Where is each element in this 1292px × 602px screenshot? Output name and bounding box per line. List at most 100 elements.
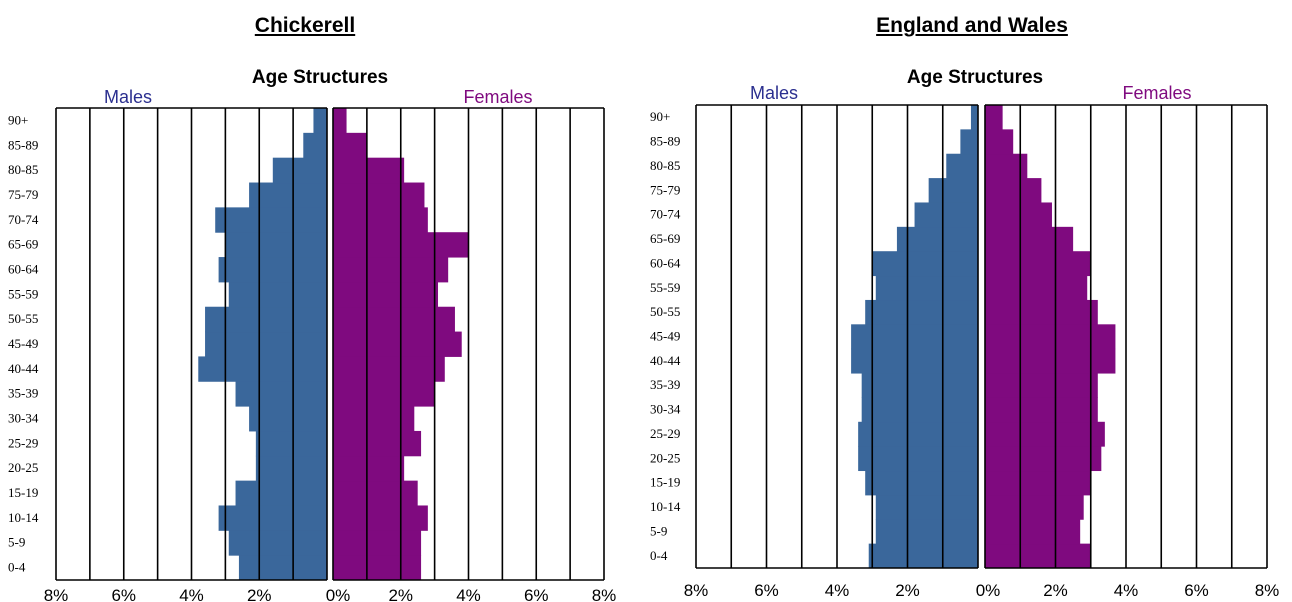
bar-male-45-49	[205, 331, 327, 357]
bar-male-85-89	[303, 132, 327, 159]
bar-male-80-85	[946, 153, 978, 179]
bar-male-65-69	[896, 226, 978, 252]
bars-group	[198, 108, 469, 581]
bar-male-30-34	[861, 397, 978, 423]
bar-female-60-64	[985, 251, 1091, 277]
bar-male-75-79	[928, 178, 978, 203]
y-tick-label: 40-44	[8, 361, 39, 376]
age-pyramid-chart: Age Structures Males Females 0-4 5-9 10-14 15-…	[650, 67, 1279, 600]
bar-male-75-79	[249, 182, 327, 208]
y-tick-label: 40-44	[650, 353, 681, 368]
bar-female-5-9	[333, 530, 422, 556]
x-tick-label: 4%	[1114, 581, 1139, 600]
y-tick-label: 80-85	[8, 162, 38, 177]
legend-males: Males	[750, 83, 798, 103]
bar-male-20-25	[255, 455, 327, 482]
bar-female-75-79	[985, 178, 1042, 203]
bar-male-55-59	[875, 275, 978, 301]
y-tick-label: 30-34	[8, 411, 39, 426]
y-tick-label: 5-9	[650, 523, 667, 538]
x-tick-label: 4%	[179, 586, 204, 602]
y-tick-label: 70-74	[650, 207, 681, 222]
chart-panel-chickerell: Chickerell Age Structures Males Females 0-4…	[0, 0, 640, 602]
bar-female-10-14	[985, 494, 1084, 520]
legend-females: Females	[1122, 83, 1191, 103]
y-tick-label: 60-64	[650, 255, 681, 270]
chart-title: Age Structures	[252, 67, 388, 88]
x-tick-label: 6%	[111, 586, 136, 602]
bar-male-60-64	[872, 251, 978, 277]
y-tick-label: 70-74	[8, 212, 39, 227]
bar-male-80-85	[272, 157, 327, 184]
x-tick-label: 2%	[895, 581, 920, 600]
bar-female-25-29	[985, 421, 1105, 447]
bar-female-85-89	[333, 132, 367, 159]
x-tick-label: 8%	[592, 586, 617, 602]
bar-female-75-79	[333, 182, 425, 208]
bar-female-55-59	[985, 275, 1088, 301]
y-tick-label: 35-39	[650, 377, 680, 392]
bar-male-90+	[970, 105, 978, 130]
bar-female-30-34	[985, 397, 1098, 423]
bar-female-5-9	[985, 519, 1081, 545]
bar-female-0-4	[985, 543, 1091, 569]
x-tick-label: 6%	[754, 581, 779, 600]
y-tick-label: 45-49	[650, 329, 680, 344]
y-tick-label: 20-25	[8, 460, 38, 475]
gridlines	[55, 107, 605, 581]
y-tick-label: 45-49	[8, 336, 38, 351]
bar-female-20-25	[333, 455, 405, 482]
bar-male-50-55	[205, 306, 327, 333]
bar-male-5-9	[875, 519, 978, 545]
y-tick-label: 25-29	[650, 426, 680, 441]
y-tick-label: 0-4	[650, 548, 668, 563]
bar-female-90+	[333, 108, 347, 134]
bar-male-35-39	[235, 381, 327, 407]
bar-male-60-64	[218, 257, 327, 283]
bar-female-45-49	[985, 324, 1116, 350]
bar-female-85-89	[985, 129, 1014, 155]
bar-female-35-39	[333, 381, 435, 407]
y-tick-label: 20-25	[650, 450, 680, 465]
y-tick-label: 30-34	[650, 402, 681, 417]
age-pyramid-chart: Age Structures Males Females 0-4 5-9 10-14 15-…	[8, 67, 617, 602]
bar-male-0-4	[868, 543, 978, 569]
y-tick-label: 90+	[8, 112, 28, 127]
bar-male-5-9	[228, 530, 327, 556]
bar-female-15-19	[985, 470, 1091, 496]
y-tick-label: 5-9	[8, 535, 25, 550]
y-tick-label: 10-14	[8, 510, 39, 525]
x-tick-label: 6%	[1184, 581, 1209, 600]
y-tick-label: 25-29	[8, 435, 38, 450]
y-tick-label: 65-69	[650, 231, 680, 246]
bar-female-60-64	[333, 257, 449, 283]
y-tick-label: 65-69	[8, 237, 38, 252]
bar-male-15-19	[235, 480, 327, 506]
y-tick-label: 75-79	[8, 187, 38, 202]
bar-male-15-19	[865, 470, 978, 496]
bar-male-25-29	[858, 421, 978, 447]
bar-female-30-34	[333, 406, 415, 432]
x-tick-label: 2%	[1043, 581, 1068, 600]
y-tick-label: 0-4	[8, 560, 26, 575]
bar-male-70-74	[914, 202, 978, 228]
bar-male-25-29	[255, 430, 327, 457]
bar-male-55-59	[228, 281, 327, 308]
bar-male-50-55	[865, 299, 978, 325]
bar-female-0-4	[333, 555, 422, 581]
x-tick-label: 0%	[326, 586, 351, 602]
x-tick-label: 2%	[388, 586, 413, 602]
bar-female-50-55	[985, 299, 1098, 325]
bar-female-70-74	[985, 202, 1052, 228]
bar-female-15-19	[333, 480, 418, 506]
bar-male-40-44	[851, 348, 978, 374]
y-tick-label: 15-19	[650, 475, 680, 490]
bar-male-10-14	[218, 505, 327, 531]
x-tick-label: 8%	[684, 581, 709, 600]
bar-female-55-59	[333, 281, 439, 308]
x-tick-label: 6%	[524, 586, 549, 602]
x-tick-label: 2%	[247, 586, 272, 602]
x-tick-label: 0%	[976, 581, 1001, 600]
bar-female-40-44	[333, 356, 445, 382]
bar-male-30-34	[249, 406, 327, 432]
